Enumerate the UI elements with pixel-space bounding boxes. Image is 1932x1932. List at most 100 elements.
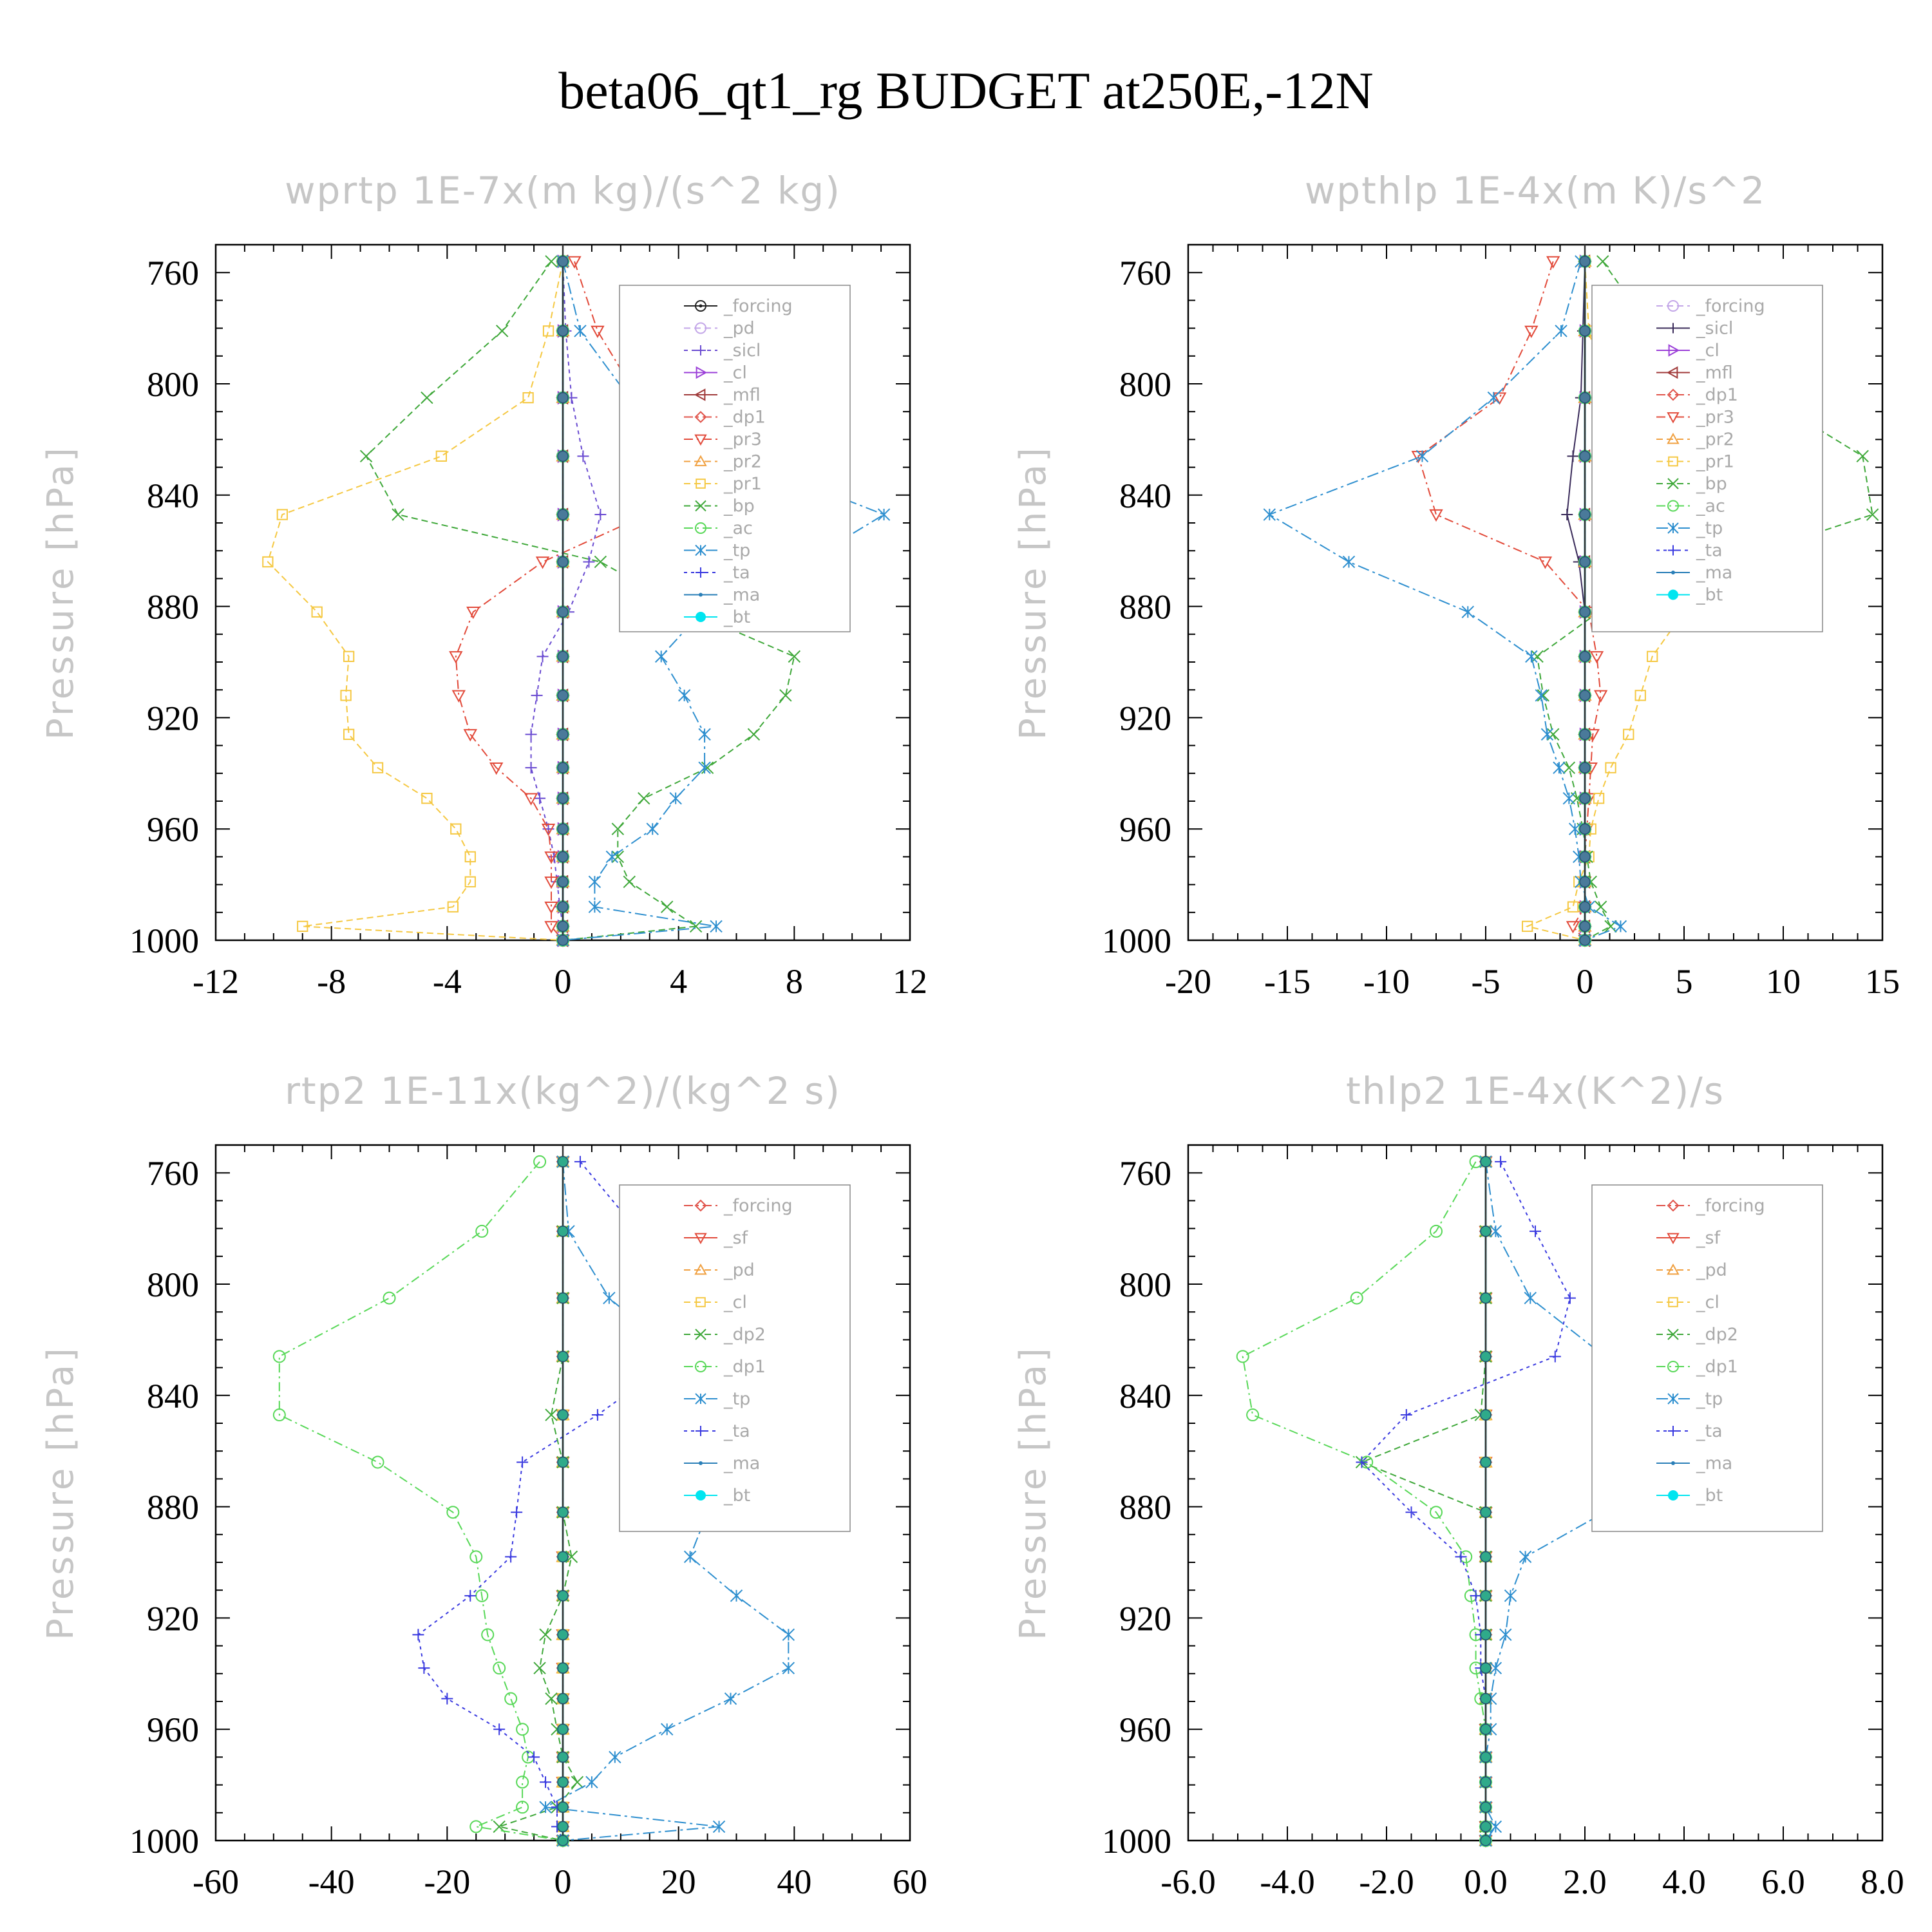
data-point-pr1 — [343, 728, 355, 740]
zero-markers — [557, 256, 569, 946]
data-point-tp — [724, 1692, 737, 1705]
data-point-ta — [540, 1776, 552, 1788]
legend-entry-forcing: _forcing — [684, 296, 793, 316]
series-line-dp1 — [1242, 1161, 1486, 1841]
zero-point — [1579, 690, 1591, 701]
series-line-pr1 — [267, 261, 564, 941]
legend-entry-bp: _bp — [684, 497, 755, 516]
data-point-pr1 — [464, 851, 476, 863]
y-tick-label: 1000 — [1102, 1822, 1171, 1861]
series-line-sicl — [1566, 261, 1586, 940]
x-tick-label: 0 — [554, 962, 572, 1001]
zero-point — [1480, 1551, 1492, 1563]
x-tick-label: -4 — [433, 962, 462, 1001]
data-point-tp — [669, 791, 682, 805]
data-point-bp — [1562, 761, 1576, 774]
legend-label: _cl — [1696, 341, 1719, 361]
zero-point — [1579, 823, 1591, 835]
zero-point — [1480, 1506, 1492, 1518]
data-point-tp — [677, 689, 691, 702]
data-point-pr3 — [1593, 690, 1608, 703]
legend-entry-ma: _ma — [684, 1454, 760, 1473]
legend-label: _ta — [723, 1421, 750, 1441]
legend-entry-sf: _sf — [684, 1228, 749, 1248]
zero-point — [557, 1801, 569, 1813]
data-point-tp — [588, 900, 601, 913]
legend-label: _ma — [723, 1454, 760, 1473]
legend-label: _cl — [723, 1293, 747, 1312]
data-point-dp1 — [516, 1801, 529, 1814]
data-point-dp1 — [533, 1155, 547, 1168]
legend-label: _mfl — [723, 385, 761, 405]
legend-entry-forcing: _forcing — [1656, 1196, 1765, 1216]
data-point-bp — [1594, 900, 1607, 913]
zero-point — [1480, 1590, 1492, 1602]
legend-entry-dp1: _dp1 — [684, 408, 766, 428]
data-point-ta — [1549, 1350, 1561, 1363]
zero-point — [557, 1835, 569, 1846]
data-point-dp1 — [493, 1662, 506, 1675]
data-point-tp — [1489, 1662, 1502, 1674]
data-point-pr1 — [276, 509, 288, 520]
legend-label: _dp1 — [1696, 385, 1738, 405]
data-point-bp — [545, 255, 558, 268]
data-point-dp2 — [539, 1628, 552, 1642]
data-point-ta — [1356, 1456, 1368, 1468]
data-point-sicl — [583, 556, 595, 568]
data-point-pr1 — [1593, 793, 1605, 804]
x-tick-label: 20 — [661, 1862, 696, 1901]
y-tick-label: 960 — [1119, 810, 1171, 849]
data-point-bp — [1866, 508, 1879, 521]
y-tick-label: 800 — [1119, 365, 1171, 404]
data-point-bp — [611, 850, 625, 864]
legend-entry-mfl: _mfl — [1656, 363, 1733, 383]
chart-panel-4: thlp2 1E-4x(K^2)/s Pressure [hPa] -6.0 -4.0… — [1012, 1069, 1904, 1901]
data-point-tp — [1499, 1628, 1512, 1642]
data-point-tp — [1263, 508, 1276, 521]
data-point-pr1 — [372, 762, 384, 773]
x-tick-label: -2.0 — [1359, 1862, 1414, 1901]
legend-label: _sicl — [723, 341, 761, 361]
legend-label: _pd — [723, 319, 755, 339]
data-point-bp — [392, 508, 404, 521]
y-tick-label: 800 — [147, 1265, 199, 1304]
zero-point — [557, 1292, 569, 1304]
data-point-ta — [464, 1589, 477, 1602]
zero-point — [1579, 450, 1591, 462]
y-tick-label: 920 — [1119, 1599, 1171, 1638]
y-tick-label: 1000 — [1102, 922, 1171, 960]
legend-entry-tp: _tp — [1656, 518, 1723, 538]
data-point-sicl — [1567, 450, 1579, 462]
data-point-bp — [701, 761, 714, 774]
data-point-bp — [421, 391, 433, 404]
x-tick-label: 2.0 — [1563, 1862, 1607, 1901]
x-tick-label: 60 — [893, 1862, 927, 1901]
zero-point — [557, 650, 569, 663]
data-point-ta — [1405, 1506, 1417, 1519]
data-point-tp — [1555, 325, 1567, 337]
zero-markers — [557, 1156, 569, 1846]
legend-label: _dp2 — [1696, 1325, 1738, 1345]
legend-label: _bt — [1696, 1486, 1723, 1506]
data-point-tp — [646, 822, 659, 835]
data-point-pr3 — [1566, 921, 1580, 934]
data-point-pr3 — [449, 651, 463, 664]
x-tick-label: 15 — [1865, 962, 1900, 1001]
legend-label: _pr1 — [723, 474, 762, 494]
legend-label: _tp — [1696, 1389, 1723, 1409]
data-point-tp — [698, 728, 711, 741]
y-tick-label: 920 — [1119, 699, 1171, 737]
legend-entry-ta: _ta — [1656, 1421, 1723, 1441]
zero-point — [1480, 1835, 1492, 1846]
y-tick-label: 760 — [147, 254, 199, 292]
data-point-sicl — [594, 509, 607, 521]
data-point-dp1 — [516, 1723, 529, 1736]
data-point-bp — [1531, 650, 1544, 663]
y-axis-label: Pressure [hPa] — [1012, 1345, 1054, 1640]
y-axis-label: Pressure [hPa] — [1012, 445, 1054, 740]
data-point-bp — [594, 555, 607, 569]
legend-entry-ma: _ma — [684, 585, 760, 605]
zero-point — [557, 920, 569, 933]
data-point-bp — [623, 875, 636, 888]
y-tick-label: 880 — [147, 588, 199, 627]
